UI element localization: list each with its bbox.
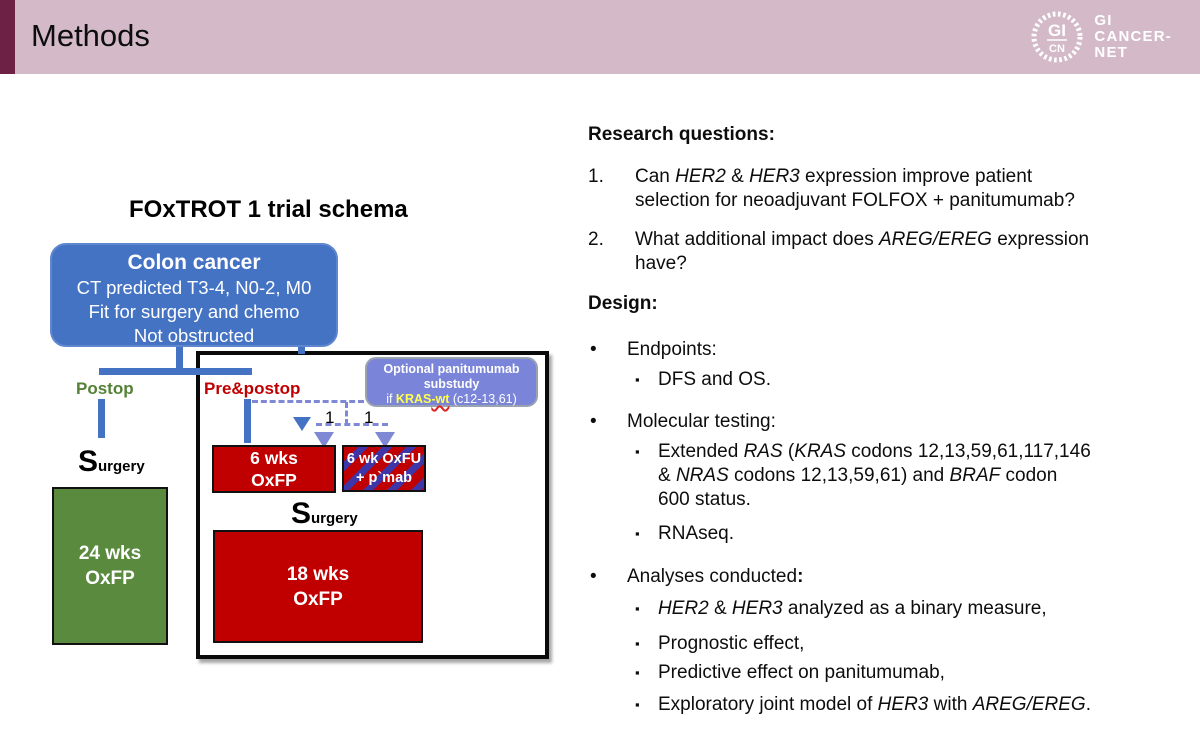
six-weeks-line1: 6 wks xyxy=(250,448,298,468)
six-week-oxfu-pmab-box: 6 wk OxFU + p`mab xyxy=(342,445,426,492)
green-box-line1: 24 wks xyxy=(78,543,142,564)
analysis-1-subbullet: ▪ HER2 & HER3 analyzed as a binary measu… xyxy=(635,597,1170,621)
dashed-arrowhead-right-icon xyxy=(375,432,395,448)
surgery-initial: S xyxy=(291,497,312,530)
extended-ras-subbullet: ▪ Extended RAS (KRAS codons 12,13,59,61,… xyxy=(635,440,1170,512)
bullet-icon: • xyxy=(590,339,597,360)
substudy-line1: Optional panitumumab xyxy=(383,362,520,376)
question-1-number: 1. xyxy=(588,166,604,187)
square-bullet-icon: ▪ xyxy=(635,444,640,459)
research-questions-heading: Research questions: xyxy=(588,124,775,145)
connector-right-stub xyxy=(298,345,305,354)
postop-label: Postop xyxy=(76,379,134,398)
analysis-3-text: Predictive effect on panitumumab, xyxy=(658,662,945,683)
randomization-dashed-split xyxy=(316,423,388,426)
dfs-os-text: DFS and OS. xyxy=(658,369,771,390)
square-bullet-icon: ▪ xyxy=(635,636,640,651)
extended-ras-text: Extended RAS (KRAS codons 12,13,59,61,11… xyxy=(658,441,1091,510)
logo-line-2: CANCER- xyxy=(1094,28,1172,45)
laurel-wreath-icon: GI CN xyxy=(1031,11,1083,63)
colon-cancer-line2: Fit for surgery and chemo xyxy=(88,301,300,322)
trial-schema-diagram: FOxTROT 1 trial schema Colon cancer CT p… xyxy=(50,196,549,659)
striped-box-line2: + p`mab xyxy=(356,469,412,486)
analyses-text: Analyses conducted: xyxy=(627,566,804,587)
question-1: 1. Can HER2 & HER3 expression improve pa… xyxy=(588,165,1170,213)
logo-line-1: GI xyxy=(1094,12,1113,29)
endpoints-bullet: • Endpoints: xyxy=(588,338,1170,362)
surgery-rest: urgery xyxy=(311,510,358,527)
panitumumab-substudy-box: Optional panitumumab substudy if KRAS-wt… xyxy=(365,357,538,407)
colon-cancer-line3: Not obstructed xyxy=(133,325,255,346)
prepostop-group-frame xyxy=(196,351,549,659)
content-column: Research questions: 1. Can HER2 & HER3 e… xyxy=(588,123,1170,717)
substudy-line2: substudy xyxy=(423,377,480,391)
analysis-2-subbullet: ▪ Prognostic effect, xyxy=(635,632,1170,656)
square-bullet-icon: ▪ xyxy=(635,601,640,616)
schema-title: FOxTROT 1 trial schema xyxy=(129,196,408,223)
header-accent-stripe xyxy=(0,0,15,74)
analyses-bullet: • Analyses conducted: xyxy=(588,565,1170,589)
surgery-rest: urgery xyxy=(98,458,145,475)
substudy-line3: if KRAS-wt (c12-13,61) xyxy=(386,392,517,406)
question-2-number: 2. xyxy=(588,229,604,250)
dashed-arrowhead-left-icon xyxy=(314,432,334,448)
connector-prepostop-vertical xyxy=(244,399,251,443)
eighteen-weeks-oxfp-box: 18 wks OxFP xyxy=(213,530,423,643)
randomization-ratio-left: 1 xyxy=(325,408,335,427)
square-bullet-icon: ▪ xyxy=(635,697,640,712)
page-title: Methods xyxy=(31,18,150,53)
header-bar: Methods GI CN GI CANCER- NET xyxy=(0,0,1200,74)
bullet-icon: • xyxy=(590,566,597,587)
rnaseq-text: RNAseq. xyxy=(658,523,735,544)
question-2: 2. What additional impact does AREG/EREG… xyxy=(588,228,1170,276)
prepostop-label: Pre&postop xyxy=(204,379,301,398)
gi-cancer-net-logo: GI CN GI CANCER- NET xyxy=(1030,9,1172,65)
red-box-line1: 18 wks xyxy=(286,563,350,585)
square-bullet-icon: ▪ xyxy=(635,665,640,680)
connector-postop-vertical xyxy=(98,399,105,438)
analysis-3-subbullet: ▪ Predictive effect on panitumumab, xyxy=(635,661,1170,685)
emblem-cn-text: CN xyxy=(1049,43,1065,55)
rnaseq-subbullet: ▪ RNAseq. xyxy=(635,522,1170,546)
striped-box-line1: 6 wk OxFU xyxy=(346,450,422,467)
surgery-initial: S xyxy=(78,445,99,478)
square-bullet-icon: ▪ xyxy=(635,372,640,387)
emblem-gi-text: GI xyxy=(1048,21,1066,40)
connector-branch-horizontal xyxy=(99,368,252,375)
connector-center-stub xyxy=(176,345,183,370)
dfs-os-subbullet: ▪ DFS and OS. xyxy=(635,368,1170,392)
randomization-ratio-right: 1 xyxy=(364,408,374,427)
colon-cancer-box: Colon cancer CT predicted T3-4, N0-2, M0… xyxy=(50,243,338,347)
analysis-4-text: Exploratory joint model of HER3 with ARE… xyxy=(658,694,1091,715)
analysis-1-text: HER2 & HER3 analyzed as a binary measure… xyxy=(658,598,1047,619)
down-arrow-icon xyxy=(293,417,311,431)
green-box-line2: OxFP xyxy=(85,568,135,589)
colon-cancer-line1: CT predicted T3-4, N0-2, M0 xyxy=(76,277,312,298)
question-1-text: Can HER2 & HER3 expression improve patie… xyxy=(635,166,1075,211)
logo-line-3: NET xyxy=(1094,44,1129,61)
six-weeks-line2: OxFP xyxy=(251,470,297,490)
square-bullet-icon: ▪ xyxy=(635,526,640,541)
molecular-testing-text: Molecular testing: xyxy=(627,411,776,432)
molecular-testing-bullet: • Molecular testing: xyxy=(588,410,1170,434)
randomization-dashed-vertical xyxy=(345,402,348,425)
colon-cancer-title: Colon cancer xyxy=(127,251,261,274)
bullet-icon: • xyxy=(590,411,597,432)
red-box-line2: OxFP xyxy=(293,588,343,610)
question-2-text: What additional impact does AREG/EREG ex… xyxy=(635,229,1090,274)
twentyfour-weeks-oxfp-box: 24 wks OxFP xyxy=(52,487,168,645)
six-weeks-oxfp-box: 6 wks OxFP xyxy=(212,445,336,493)
analysis-2-text: Prognostic effect, xyxy=(658,633,805,654)
logo-wordmark: GI CANCER- NET xyxy=(1094,13,1172,61)
design-heading: Design: xyxy=(588,293,658,314)
randomization-dashed-horizontal xyxy=(252,400,364,403)
endpoints-text: Endpoints: xyxy=(627,339,717,360)
analysis-4-subbullet: ▪ Exploratory joint model of HER3 with A… xyxy=(635,693,1170,717)
